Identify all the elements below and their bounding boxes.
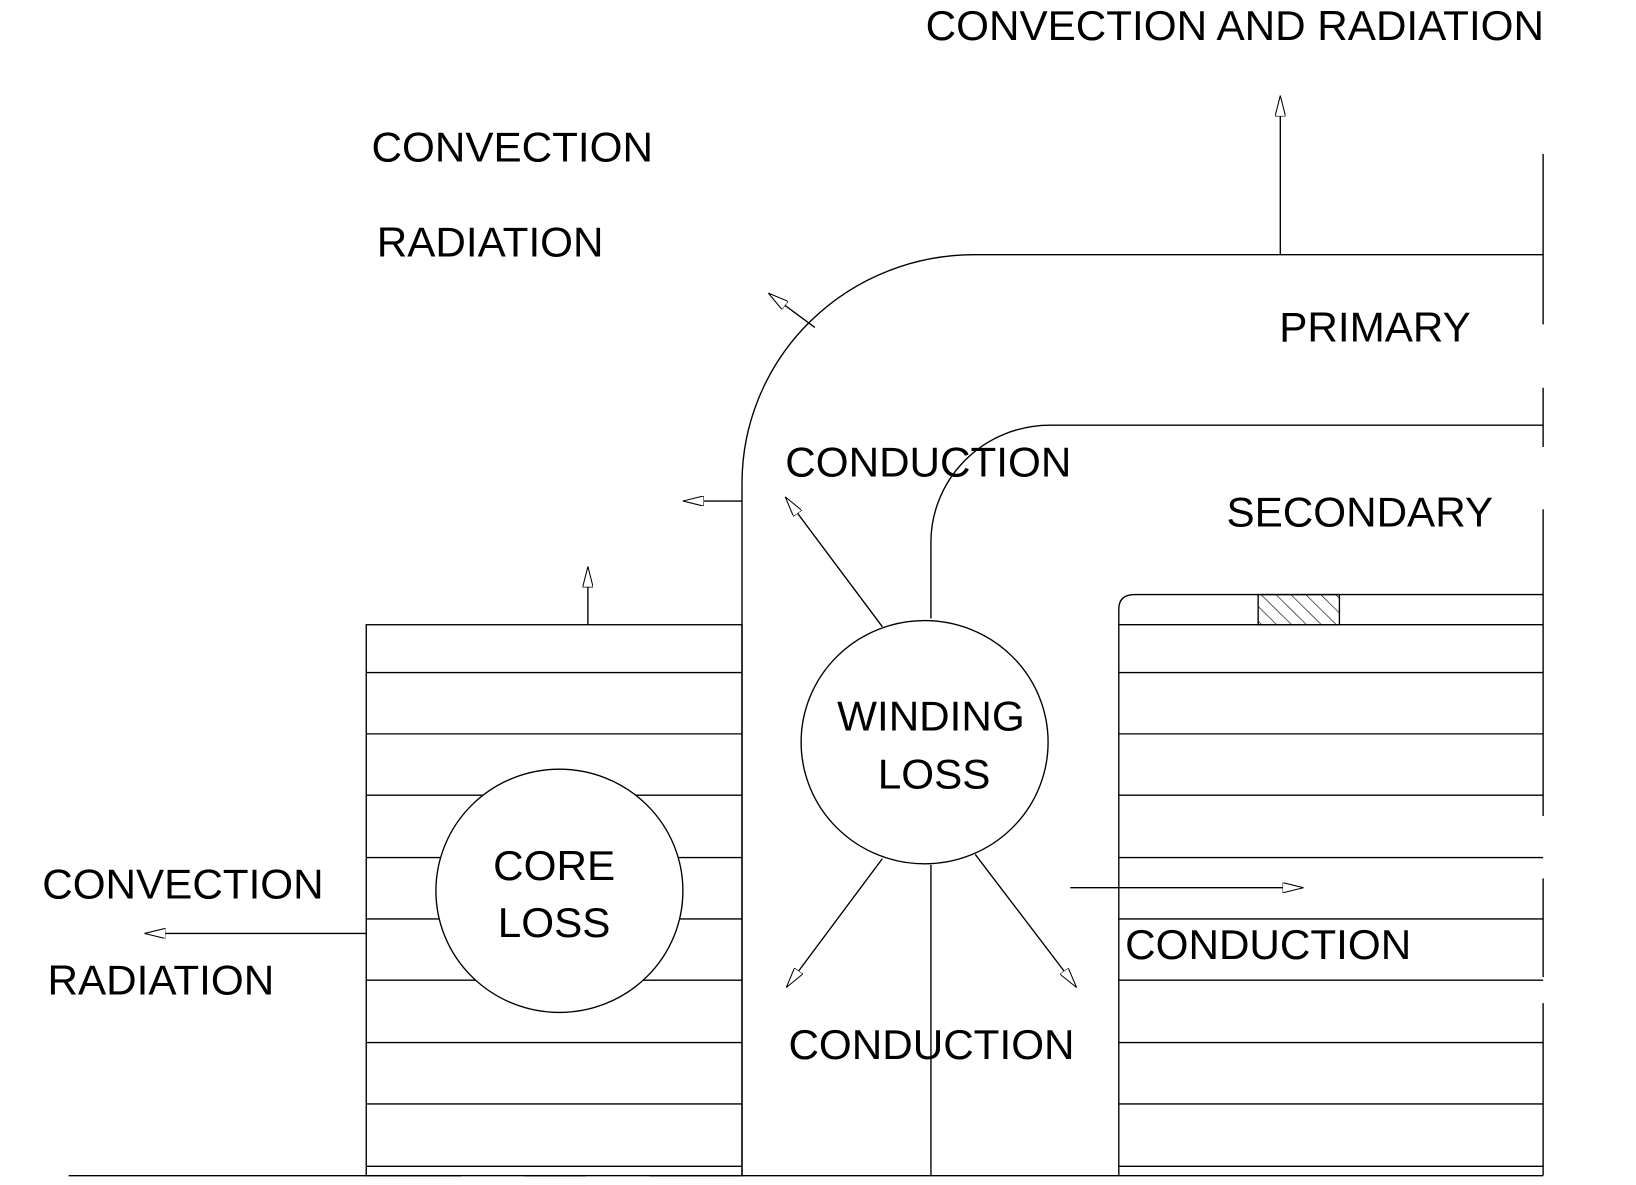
arrows xyxy=(145,95,1304,988)
label: PRIMARY xyxy=(1279,304,1471,351)
label: WINDING xyxy=(837,693,1025,740)
structure xyxy=(68,153,1544,1177)
label: CONDUCTION xyxy=(1125,921,1411,968)
label: CORE xyxy=(493,842,615,889)
label: RADIATION xyxy=(47,957,274,1004)
label: RADIATION xyxy=(377,219,604,266)
label: CONDUCTION xyxy=(785,439,1071,486)
label: LOSS xyxy=(498,899,611,946)
label: CONVECTION xyxy=(372,124,653,171)
label: LOSS xyxy=(878,751,991,798)
label: CONDUCTION xyxy=(788,1021,1074,1068)
label: CONVECTION xyxy=(42,861,323,908)
label: CONVECTION AND RADIATION xyxy=(926,2,1544,49)
label: SECONDARY xyxy=(1226,489,1493,536)
